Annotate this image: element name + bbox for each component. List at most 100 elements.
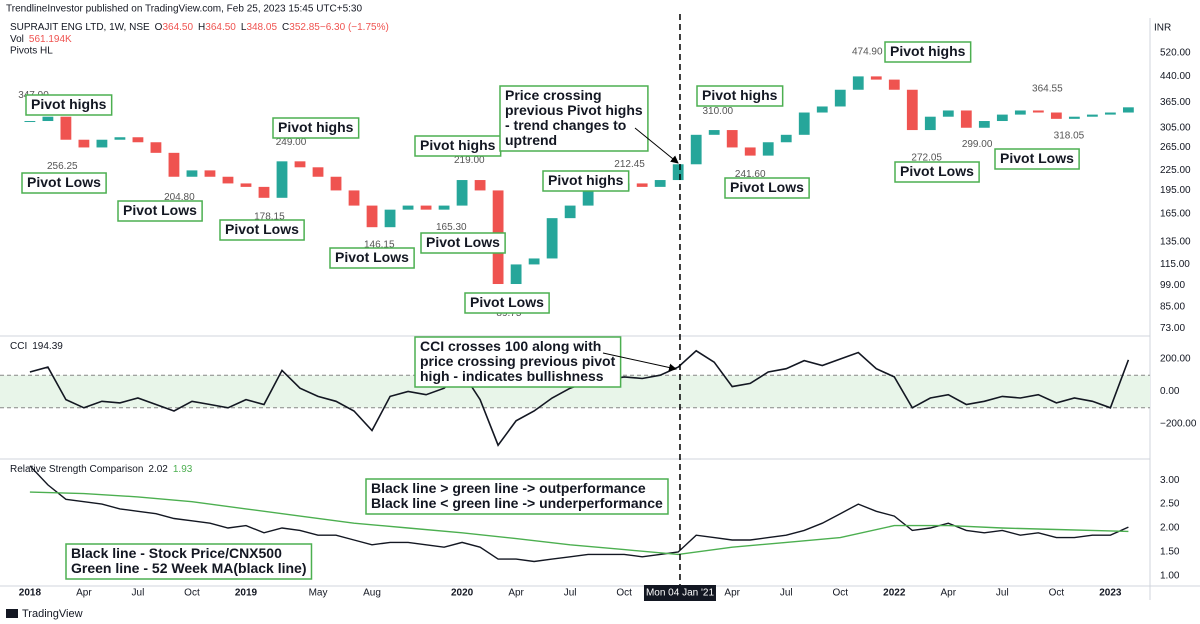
candle: [420, 205, 432, 210]
x-tick-label: 2018: [19, 588, 42, 599]
pivot-label: 178.15: [254, 212, 285, 223]
y-tick-label: 440.00: [1160, 71, 1191, 82]
annotation-line: Pivot Lows: [730, 179, 804, 195]
pivot-label: 272.05: [911, 152, 942, 163]
candle: [546, 218, 558, 259]
pane-legend: CCI 194.39: [10, 341, 63, 352]
annotation-box: [329, 247, 415, 269]
annotation-line: high - indicates bullishness: [420, 368, 604, 384]
candle: [852, 76, 864, 90]
candle: [708, 130, 720, 135]
annotation: Pivot highs: [272, 117, 360, 139]
candle: [222, 176, 234, 184]
annotation-line: CCI crosses 100 along with: [420, 338, 601, 354]
annotation-line: Pivot Lows: [335, 249, 409, 265]
annotation-box: [542, 170, 630, 192]
annotation-line: - trend changes to: [505, 117, 626, 133]
legend-value: 2.02: [148, 464, 168, 475]
volume-value: 561.194K: [29, 34, 72, 45]
annotation-line: Pivot highs: [420, 137, 496, 153]
annotation: Pivot Lows: [894, 161, 980, 183]
x-tick-label: Jul: [564, 588, 577, 599]
annotation-box: [272, 117, 360, 139]
pivot-label: 256.25: [47, 161, 78, 172]
annotation-text: Pivot highs: [548, 172, 624, 188]
annotation: Pivot highs: [414, 135, 502, 157]
annotation-line: Pivot Lows: [27, 174, 101, 190]
annotation-line: Pivot highs: [890, 43, 966, 59]
annotation: Pivot highs: [696, 85, 784, 107]
legend-item: C: [282, 22, 289, 33]
y-tick-label: 0.00: [1160, 386, 1180, 397]
legend-item: L: [241, 22, 247, 33]
pivot-label: 241.60: [735, 169, 766, 180]
candle: [438, 205, 450, 210]
annotation-text: Pivot Lows: [1000, 150, 1074, 166]
y-tick-label: 2.50: [1160, 499, 1180, 510]
plot-layer: 347.90249.00219.00212.45310.00474.90364.…: [0, 14, 1197, 601]
y-tick-label: 1.00: [1160, 571, 1180, 582]
x-tick-label: Oct: [616, 588, 632, 599]
annotation-text: Pivot Lows: [426, 234, 500, 250]
candle: [726, 130, 738, 148]
x-tick-label: Apr: [76, 588, 92, 599]
pivot-label: 474.90: [852, 46, 883, 57]
candle: [1014, 110, 1026, 115]
candle: [1122, 107, 1134, 113]
candle: [312, 167, 324, 177]
pivot-label: 299.00: [962, 139, 993, 150]
annotation-box: [420, 232, 506, 254]
candle: [636, 183, 648, 187]
candle: [690, 134, 702, 165]
x-tick-label: Apr: [941, 588, 957, 599]
candle: [276, 161, 288, 198]
annotation-line: Pivot Lows: [225, 221, 299, 237]
annotation-text: Pivot highs: [31, 96, 107, 112]
volume-label: Vol: [10, 34, 24, 45]
annotation-text: Pivot Lows: [225, 221, 299, 237]
annotation-box: [25, 94, 113, 116]
logo: [6, 609, 18, 618]
annotation-box: [365, 478, 669, 515]
candle: [654, 180, 666, 187]
x-tick-label: Jul: [132, 588, 145, 599]
candle: [114, 137, 126, 140]
annotation: Pivot Lows: [219, 219, 305, 241]
pivot-label: 146.15: [364, 239, 395, 250]
candle: [744, 147, 756, 156]
annotation-box: [117, 200, 203, 222]
candle: [42, 116, 54, 122]
y-tick-label: 520.00: [1160, 48, 1191, 59]
annotation-line: Green line - 52 Week MA(black line): [71, 560, 306, 576]
annotation-line: Black line > green line -> outperformanc…: [371, 480, 646, 496]
x-tick-label: Aug: [363, 588, 381, 599]
annotation: Pivot Lows: [117, 200, 203, 222]
annotation-box: [219, 219, 305, 241]
candle: [24, 121, 36, 123]
y-tick-label: 200.00: [1160, 354, 1191, 365]
candle: [924, 116, 936, 131]
y-tick-label: 85.00: [1160, 301, 1185, 312]
arrow: [634, 127, 679, 164]
annotation-text: Black line - Stock Price/CNX500 Green lin…: [71, 545, 306, 576]
annotation: Pivot Lows: [329, 247, 415, 269]
candle: [888, 79, 900, 90]
y-tick-label: 99.00: [1160, 280, 1185, 291]
candle: [168, 152, 180, 177]
candle: [384, 209, 396, 228]
symbol: SUPRAJIT ENG LTD, 1W, NSE: [10, 22, 150, 33]
annotation: Price crossing previous Pivot highs - tren…: [499, 85, 649, 152]
annotation-text: Pivot Lows: [730, 179, 804, 195]
pane-title: CCI: [10, 341, 27, 352]
annotation: Pivot highs: [25, 94, 113, 116]
annotation: Pivot highs: [884, 41, 972, 63]
footer: TradingView: [22, 608, 83, 620]
legend: SUPRAJIT ENG LTD, 1W, NSE O364.50 H364.50 L…: [10, 22, 389, 33]
pivot-label: 219.00: [454, 155, 485, 166]
annotation-box: [696, 85, 784, 107]
pivot-label: 249.00: [276, 137, 307, 148]
candle: [870, 76, 882, 80]
annotation-text: Pivot Lows: [27, 174, 101, 190]
annotation-text: Price crossing previous Pivot highs - tren…: [505, 87, 643, 148]
